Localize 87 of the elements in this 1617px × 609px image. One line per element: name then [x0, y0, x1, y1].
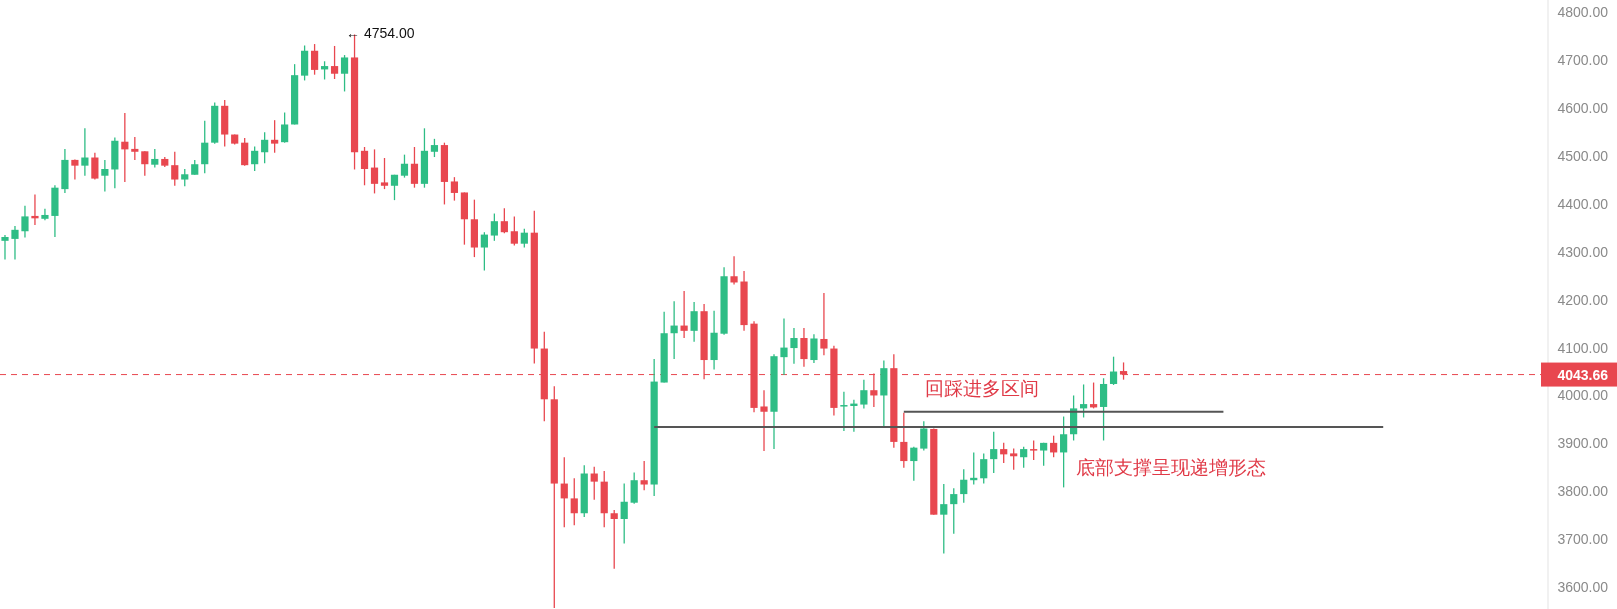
- candlestick: [201, 120, 209, 174]
- candlestick: [570, 477, 578, 526]
- candlestick: [920, 420, 928, 452]
- candlestick: [590, 466, 598, 501]
- candlestick: [91, 152, 99, 181]
- candlestick: [71, 158, 79, 181]
- candlestick: [1000, 442, 1008, 464]
- candlestick: [141, 150, 149, 177]
- candlestick: [960, 468, 968, 504]
- candlestick: [500, 207, 508, 234]
- y-tick-label: 3700.00: [1557, 531, 1609, 548]
- y-tick-label: 3800.00: [1557, 483, 1609, 500]
- candlestick: [1099, 377, 1108, 442]
- candlestick: [940, 483, 948, 555]
- candlestick: [780, 317, 788, 376]
- candlestick: [151, 148, 159, 169]
- candlestick: [610, 509, 618, 570]
- candlestick: [680, 290, 688, 339]
- y-tick-label: 3600.00: [1557, 578, 1609, 595]
- candlestick: [810, 333, 818, 364]
- candlestick: [101, 159, 109, 193]
- y-tick-label: 4000.00: [1557, 387, 1609, 404]
- candlestick: [950, 487, 958, 535]
- candlestick: [330, 45, 339, 80]
- candlestick: [980, 452, 988, 485]
- y-tick-label: 3900.00: [1557, 435, 1609, 452]
- candlestick: [520, 228, 528, 249]
- candlestick: [11, 225, 19, 261]
- ref-line-label: 4043.66: [1557, 366, 1609, 383]
- candlestick: [690, 301, 698, 343]
- y-tick-label: 4700.00: [1557, 52, 1609, 69]
- candlestick: [900, 412, 908, 469]
- candlestick: [1020, 446, 1028, 469]
- y-tick-label: 4300.00: [1557, 243, 1609, 260]
- candlestick: [41, 208, 49, 221]
- y-tick-label: 4800.00: [1557, 4, 1609, 21]
- candlestick: [760, 389, 768, 452]
- candlestick: [510, 215, 518, 247]
- candlestick: [81, 127, 89, 177]
- candlestick: [800, 327, 808, 368]
- y-tick-label: 4500.00: [1557, 148, 1609, 165]
- candlestick: [640, 460, 648, 491]
- candlestick: [630, 471, 638, 505]
- candlestick: [1050, 435, 1058, 458]
- y-tick-label: 4600.00: [1557, 100, 1609, 117]
- candlestick: [820, 292, 828, 356]
- candlestick: [241, 137, 249, 167]
- candlestick: [171, 151, 179, 187]
- candlestick: [840, 390, 848, 432]
- candlestick: [281, 111, 289, 144]
- candlestick: [380, 157, 389, 190]
- candlestick: [990, 431, 998, 474]
- candlestick: [390, 174, 399, 201]
- candlestick: [1060, 415, 1068, 489]
- candlestick: [430, 138, 439, 158]
- candlestick: [450, 176, 459, 202]
- candlestick: [490, 212, 498, 242]
- candlestick: [400, 153, 409, 179]
- candlestick: [1010, 447, 1018, 471]
- candlestick: [360, 146, 369, 186]
- y-tick-label: 4400.00: [1557, 195, 1609, 212]
- candlestick: [1030, 439, 1038, 461]
- candlestick: [370, 148, 379, 195]
- candlestick: [131, 136, 139, 161]
- candlestick: [790, 327, 798, 365]
- candlestick: [21, 205, 29, 239]
- candlestick: [340, 54, 349, 93]
- candlestick: [910, 446, 918, 482]
- candlestick: [730, 255, 738, 286]
- candlestick: [620, 482, 628, 545]
- y-tick-label: 4200.00: [1557, 291, 1609, 308]
- candlestick: [31, 193, 39, 226]
- candlestick: [410, 146, 419, 189]
- candlestick: [271, 119, 279, 154]
- annotation: ← 4754.00: [346, 25, 415, 41]
- y-tick-label: 4100.00: [1557, 339, 1609, 356]
- annotation: 底部支撑呈现递增形态: [1076, 456, 1266, 478]
- annotation: 回踩进多区间: [925, 377, 1039, 399]
- candlestick: [261, 131, 269, 164]
- candlestick: [310, 43, 319, 76]
- candlestick: [1109, 356, 1118, 386]
- candlestick: [560, 456, 568, 528]
- candlestick: [860, 379, 868, 410]
- candlestick: [480, 231, 488, 272]
- candlestick: [1080, 383, 1088, 419]
- candlestick: [1, 234, 9, 261]
- candlestick: [251, 145, 259, 172]
